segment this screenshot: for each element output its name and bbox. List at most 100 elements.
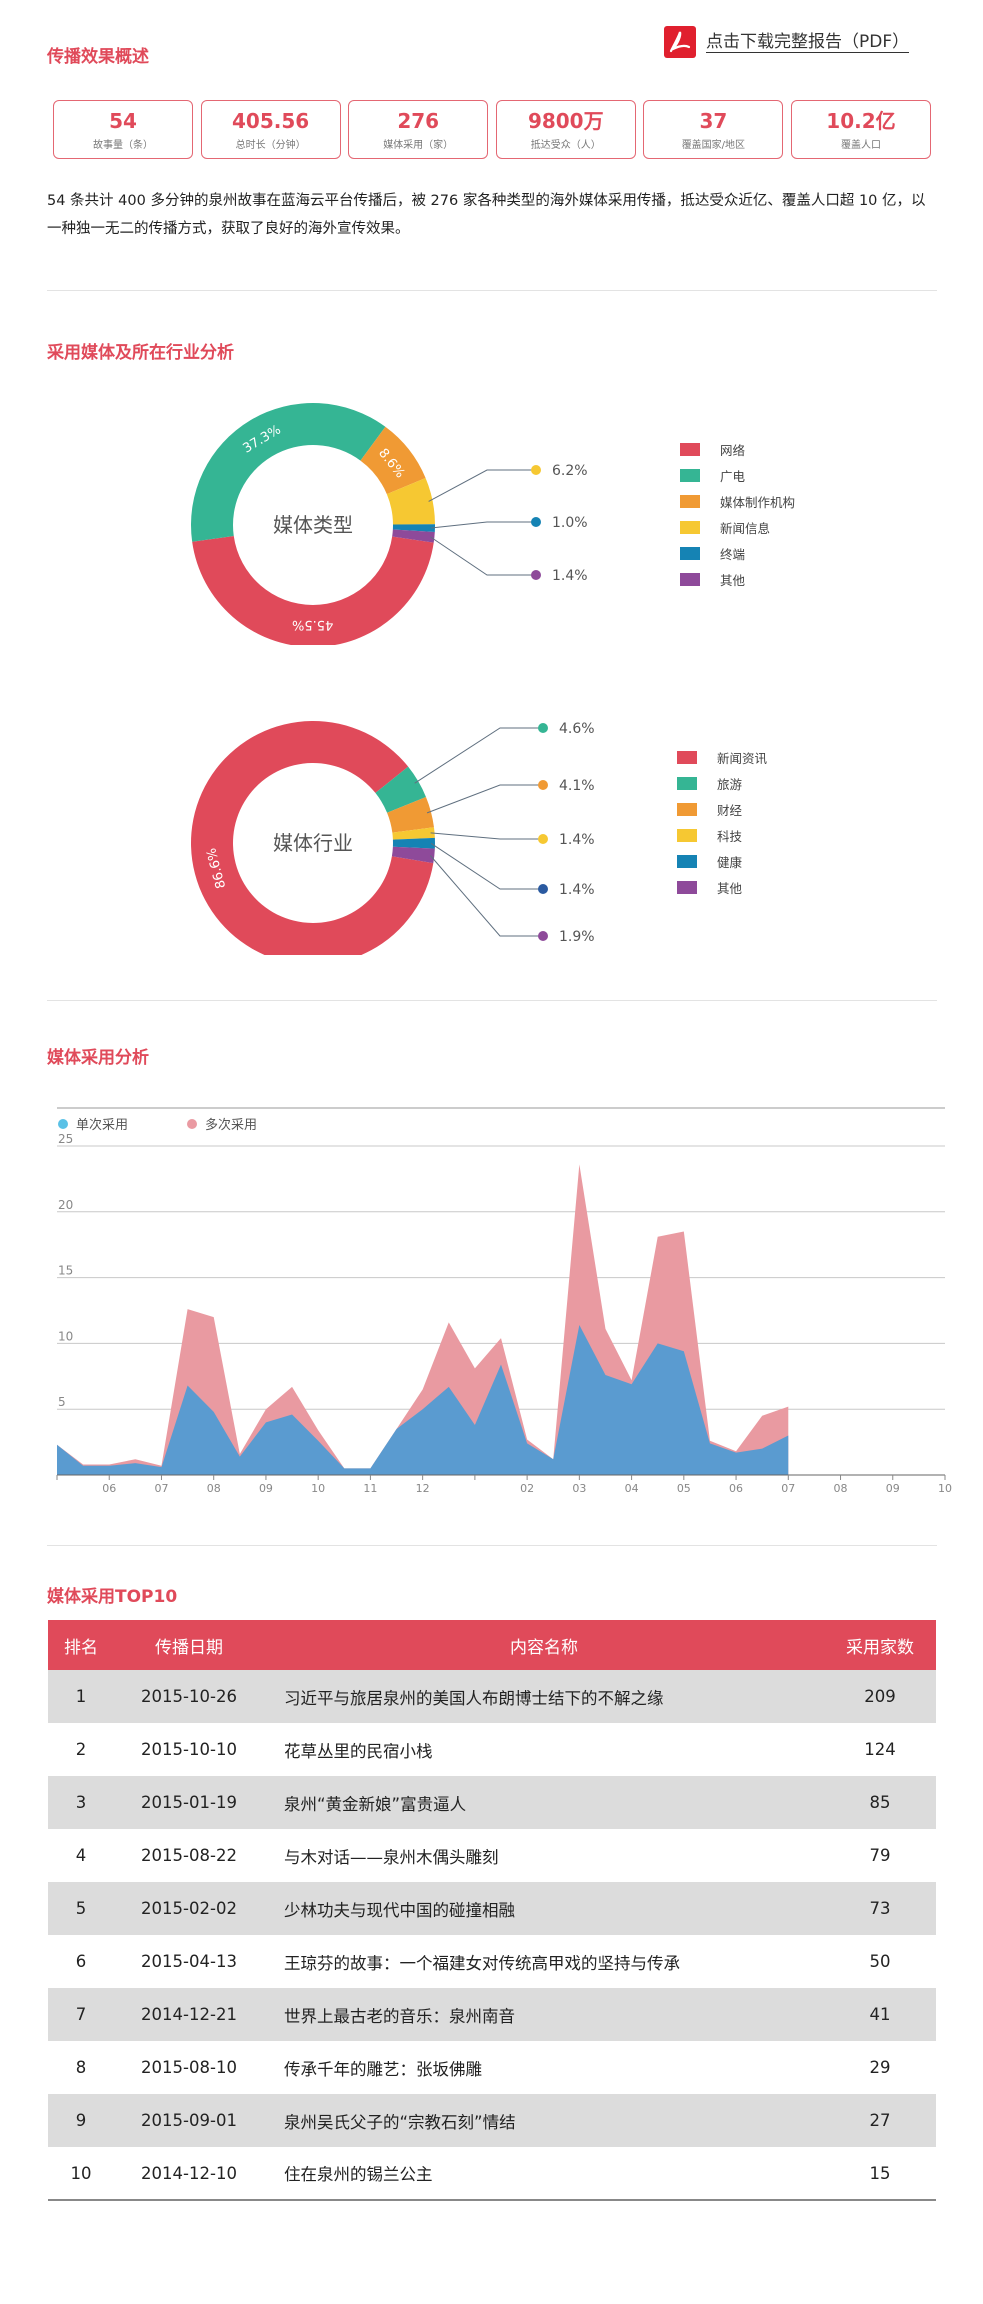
donut-slice	[192, 535, 434, 645]
title-cell[interactable]: 花草丛里的民宿小栈	[284, 1741, 433, 1761]
title-cell[interactable]: 王琼芬的故事：一个福建女对传统高甲戏的坚持与传承	[284, 1953, 680, 1973]
table-row: 2 2015-10-10 花草丛里的民宿小栈 124	[48, 1723, 936, 1776]
title-cell[interactable]: 习近平与旅居泉州的美国人布朗博士结下的不解之缘	[264, 1670, 824, 1723]
title-cell[interactable]: 世界上最古老的音乐：泉州南音	[264, 1988, 824, 2041]
donut-center-title: 媒体行业	[273, 831, 353, 855]
callout-line	[428, 469, 536, 502]
callout-line	[430, 842, 543, 890]
download-pdf-label[interactable]: 点击下载完整报告（PDF）	[706, 31, 910, 53]
title-cell[interactable]: 泉州吴氏父子的“宗教石刻”情结	[264, 2094, 824, 2147]
stat-value: 10.2亿	[826, 108, 896, 133]
donut-slice	[191, 403, 386, 542]
x-tick-label: 04	[625, 1482, 639, 1495]
legend-swatch	[677, 828, 697, 842]
legend-label: 单次采用	[76, 1117, 128, 1133]
stat-value: 276	[397, 108, 440, 133]
media-type-legend: 网络广电 媒体制作机构新闻信息终端 其他	[680, 436, 795, 592]
callout-dot	[538, 884, 548, 894]
download-pdf-link[interactable]: 点击下载完整报告（PDF）	[664, 26, 910, 58]
title-cell[interactable]: 与木对话——泉州木偶头雕刻	[284, 1847, 499, 1867]
date-cell: 2015-10-26	[114, 1670, 264, 1723]
count-cell: 41	[824, 1988, 936, 2041]
rank-cell: 9	[48, 2094, 114, 2147]
stat-value: 54	[109, 108, 137, 133]
legend-dot	[58, 1119, 68, 1129]
col-rank-header: 排名	[48, 1620, 114, 1670]
legend-swatch	[677, 776, 697, 790]
count-cell: 15	[824, 2147, 936, 2201]
x-tick-label: 09	[259, 1482, 273, 1495]
stat-value: 9800万	[527, 108, 604, 133]
rank-cell: 6	[75, 1952, 87, 1971]
media-analysis-title: 采用媒体及所在行业分析	[47, 343, 234, 363]
callout-line	[430, 832, 543, 840]
legend-item: 媒体制作机构	[680, 488, 795, 514]
donut-slice	[392, 827, 435, 840]
stat-duration: 405.56 总时长（分钟）	[200, 100, 341, 159]
callout-dot	[531, 517, 541, 527]
table-header-row: 排名 传播日期 内容名称 采用家数	[48, 1620, 936, 1670]
adoption-area-chart: 510152025单次采用多次采用20140506070809101112201…	[56, 1107, 952, 1495]
media-industry-legend: 新闻资讯 旅游 财经 科技 健康 其他	[677, 744, 767, 900]
rank-cell: 10	[48, 2147, 114, 2201]
legend-label: 网络	[720, 442, 746, 458]
y-tick-label: 20	[58, 1198, 73, 1212]
count-cell: 29	[869, 2058, 891, 2077]
title-cell[interactable]: 泉州“黄金新娘”富贵逼人	[264, 1776, 824, 1829]
table-row: 3 2015-01-19 泉州“黄金新娘”富贵逼人 85	[48, 1776, 936, 1829]
table-row: 7 2014-12-21 世界上最古老的音乐：泉州南音 41	[48, 1988, 936, 2041]
rank-cell: 5	[48, 1882, 114, 1935]
legend-item: 其他	[680, 566, 795, 592]
legend-swatch	[677, 802, 697, 816]
divider	[47, 1000, 937, 1001]
callout-label: 1.4%	[559, 882, 595, 898]
title-cell[interactable]: 少林功夫与现代中国的碰撞相融	[264, 1882, 824, 1935]
legend-item: 科技	[677, 822, 767, 848]
col-title-header: 内容名称	[264, 1620, 824, 1670]
area-series	[57, 1324, 789, 1475]
legend-label: 新闻信息	[720, 520, 771, 536]
title-cell[interactable]: 传承千年的雕艺：张坂佛雕	[284, 2059, 482, 2079]
x-tick-label: 02	[520, 1482, 534, 1495]
stat-label: 总时长（分钟）	[235, 139, 306, 151]
legend-item: 新闻信息	[680, 514, 795, 540]
legend-item: 其他	[677, 874, 767, 900]
callout-dot	[538, 780, 548, 790]
x-tick-label: 08	[834, 1482, 848, 1495]
legend-label: 旅游	[717, 776, 743, 792]
legend-item: 广电	[680, 462, 795, 488]
rank-cell: 7	[48, 1988, 114, 2041]
count-cell: 124	[864, 1740, 896, 1759]
date-cell: 2015-09-01	[114, 2094, 264, 2147]
legend-swatch	[677, 880, 697, 894]
title-cell[interactable]: 住在泉州的锡兰公主	[264, 2147, 824, 2201]
x-tick-label: 10	[311, 1482, 325, 1495]
callout-line	[430, 521, 536, 529]
callout-label: 1.4%	[559, 832, 595, 848]
stat-stories: 54 故事量（条）	[53, 100, 193, 159]
count-cell: 73	[824, 1882, 936, 1935]
col-date-header: 传播日期	[114, 1620, 264, 1670]
date-cell: 2015-01-19	[114, 1776, 264, 1829]
date-cell: 2015-08-10	[141, 2058, 237, 2077]
date-cell: 2015-02-02	[114, 1882, 264, 1935]
stat-label: 媒体采用（家）	[383, 139, 454, 151]
table-row: 4 2015-08-22 与木对话——泉州木偶头雕刻 79	[48, 1829, 936, 1882]
divider	[47, 290, 937, 291]
count-cell: 85	[824, 1776, 936, 1829]
stat-value: 37	[699, 108, 728, 133]
top10-table: 排名 传播日期 内容名称 采用家数 1 2015-10-26 习近平与旅居泉州的美国…	[48, 1620, 936, 2201]
callout-dot	[538, 931, 548, 941]
legend-swatch	[677, 750, 697, 764]
callout-label: 4.1%	[559, 778, 595, 794]
pdf-icon	[664, 26, 696, 58]
legend-item: 终端	[680, 540, 795, 566]
callout-label: 6.2%	[552, 463, 588, 479]
count-cell: 50	[869, 1952, 891, 1971]
date-cell: 2015-08-22	[141, 1846, 237, 1865]
table-row: 8 2015-08-10 传承千年的雕艺：张坂佛雕 29	[48, 2041, 936, 2094]
table-row: 10 2014-12-10 住在泉州的锡兰公主 15	[48, 2147, 936, 2201]
callout-label: 1.0%	[552, 515, 588, 531]
stat-label: 覆盖人口	[840, 139, 881, 151]
